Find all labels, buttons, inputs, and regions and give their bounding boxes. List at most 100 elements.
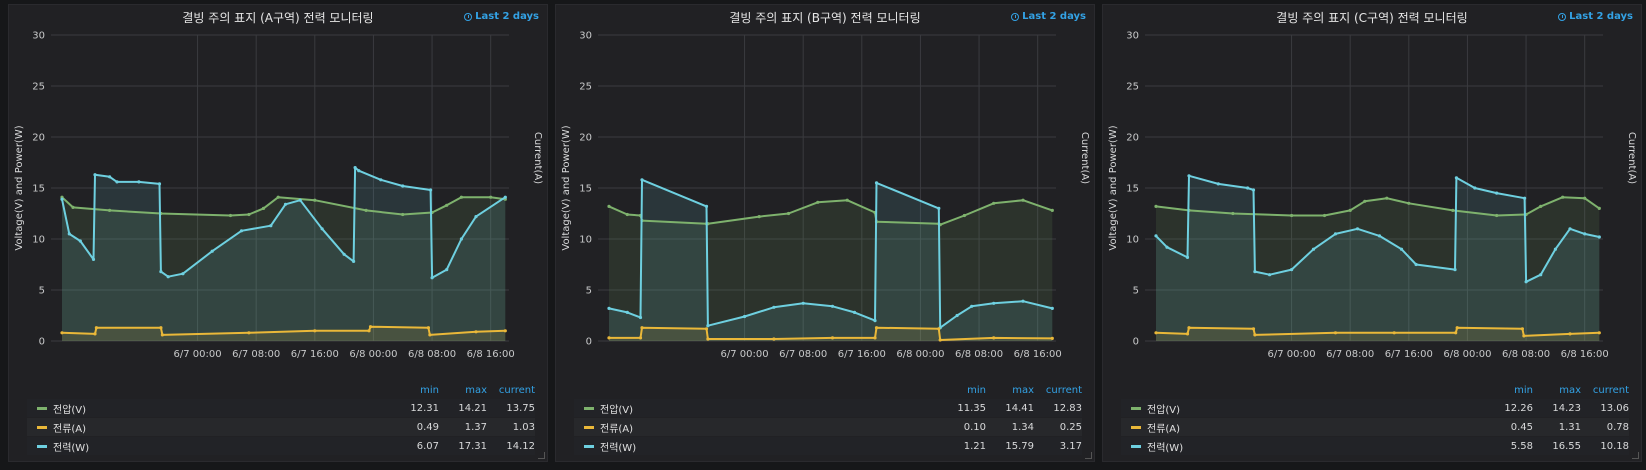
legend-current-header[interactable]: current bbox=[498, 385, 535, 396]
legend-current-header[interactable]: current bbox=[1592, 385, 1629, 396]
data-point bbox=[428, 333, 432, 337]
data-point bbox=[239, 229, 244, 233]
series-swatch[interactable] bbox=[584, 444, 594, 448]
legend-max-header[interactable]: max bbox=[465, 385, 487, 396]
chart-b: 0 5 10 15 20 25 30 6/7 00:00 6/7 08:00 6/7 16:00 6… bbox=[561, 31, 1090, 361]
data-point bbox=[1392, 331, 1396, 335]
panel-c[interactable]: 결빙 주의 표지 (C구역) 전력 모니터링 Last 2 days 0 5 10 1… bbox=[1102, 4, 1642, 462]
legend-row-power[interactable]: 전력(W) 6.07 17.31 14.12 bbox=[27, 437, 535, 455]
data-point bbox=[503, 195, 507, 199]
legend-min-header[interactable]: min bbox=[420, 385, 439, 396]
series-swatch[interactable] bbox=[584, 425, 594, 429]
y-tick-label: 5 bbox=[39, 286, 45, 297]
data-point bbox=[1407, 201, 1411, 205]
data-point bbox=[625, 212, 629, 217]
data-point bbox=[276, 195, 280, 199]
data-point bbox=[298, 198, 302, 202]
data-point bbox=[1231, 211, 1235, 216]
time-range-indicator[interactable]: Last 2 days bbox=[464, 11, 539, 22]
legend-max-header[interactable]: max bbox=[1012, 385, 1034, 396]
y-tick-label: 15 bbox=[32, 184, 45, 195]
clock-icon bbox=[464, 12, 473, 21]
series-max: 1.31 bbox=[1558, 421, 1581, 433]
data-point bbox=[228, 213, 233, 218]
series-swatch[interactable] bbox=[37, 425, 47, 429]
legend-row-voltage[interactable]: 전압(V) 12.31 14.21 13.75 bbox=[27, 399, 535, 417]
series-swatch[interactable] bbox=[1131, 444, 1141, 448]
series-name[interactable]: 전력(W) bbox=[600, 442, 637, 454]
x-tick-label: 6/7 00:00 bbox=[174, 349, 222, 360]
legend-min-header[interactable]: min bbox=[967, 385, 986, 396]
data-point bbox=[430, 276, 434, 280]
panel-title[interactable]: 결빙 주의 표지 (A구역) 전력 모니터링 bbox=[182, 11, 374, 25]
series-swatch[interactable] bbox=[1131, 406, 1141, 410]
data-point bbox=[78, 239, 82, 243]
clock-icon bbox=[1011, 12, 1020, 21]
data-point bbox=[830, 304, 835, 308]
series-name[interactable]: 전압(V) bbox=[1147, 404, 1181, 416]
series-area bbox=[62, 167, 506, 341]
panel-title[interactable]: 결빙 주의 표지 (C구역) 전력 모니터링 bbox=[1276, 11, 1468, 25]
data-point bbox=[364, 208, 368, 212]
legend-row-power[interactable]: 전력(W) 5.58 16.55 10.18 bbox=[1121, 437, 1629, 455]
data-point bbox=[93, 332, 97, 336]
resize-handle[interactable] bbox=[1085, 452, 1092, 459]
series-min: 1.21 bbox=[963, 440, 986, 452]
data-point bbox=[1568, 227, 1572, 231]
legend-header: min max current bbox=[27, 385, 535, 399]
resize-handle[interactable] bbox=[538, 452, 545, 459]
legend-row-current[interactable]: 전류(A) 0.10 1.34 0.25 bbox=[574, 418, 1082, 436]
data-point bbox=[1597, 235, 1601, 239]
data-point bbox=[962, 213, 966, 218]
y-tick-label: 10 bbox=[32, 235, 45, 246]
data-point bbox=[1290, 268, 1294, 272]
data-point bbox=[1385, 196, 1389, 200]
time-range-indicator[interactable]: Last 2 days bbox=[1011, 11, 1086, 22]
legend-current-header[interactable]: current bbox=[1045, 385, 1082, 396]
data-point bbox=[1399, 247, 1404, 251]
legend-row-current[interactable]: 전류(A) 0.45 1.31 0.78 bbox=[1121, 418, 1629, 436]
data-point bbox=[108, 208, 112, 212]
resize-handle[interactable] bbox=[1632, 452, 1639, 459]
data-point bbox=[704, 204, 709, 208]
data-point bbox=[1454, 176, 1458, 180]
series-name[interactable]: 전류(A) bbox=[1147, 423, 1181, 435]
data-point bbox=[607, 336, 611, 340]
data-point bbox=[1021, 299, 1025, 303]
legend-row-power[interactable]: 전력(W) 1.21 15.79 3.17 bbox=[574, 437, 1082, 455]
data-point bbox=[1561, 195, 1565, 199]
series-name[interactable]: 전력(W) bbox=[53, 442, 90, 454]
series-swatch[interactable] bbox=[584, 406, 594, 410]
series-name[interactable]: 전압(V) bbox=[53, 404, 87, 416]
data-point bbox=[1187, 174, 1191, 178]
series-area bbox=[1156, 327, 1600, 341]
data-point bbox=[1050, 336, 1054, 340]
series-name[interactable]: 전압(V) bbox=[600, 404, 634, 416]
series-current: 14.12 bbox=[506, 440, 535, 452]
series-name[interactable]: 전류(A) bbox=[53, 423, 87, 435]
series-swatch[interactable] bbox=[37, 406, 47, 410]
series-swatch[interactable] bbox=[37, 444, 47, 448]
data-point bbox=[640, 178, 644, 182]
panel-title[interactable]: 결빙 주의 표지 (B구역) 전력 모니터링 bbox=[729, 11, 921, 25]
data-point bbox=[1322, 213, 1327, 218]
data-point bbox=[1253, 270, 1257, 274]
legend: min max current 전압(V) 11.35 14.41 12.83 전류(… bbox=[574, 385, 1082, 456]
legend-row-voltage[interactable]: 전압(V) 11.35 14.41 12.83 bbox=[574, 399, 1082, 417]
data-point bbox=[638, 315, 643, 320]
time-range-indicator[interactable]: Last 2 days bbox=[1558, 11, 1633, 22]
data-point bbox=[1251, 188, 1256, 192]
series-name[interactable]: 전력(W) bbox=[1147, 442, 1184, 454]
legend-max-header[interactable]: max bbox=[1559, 385, 1581, 396]
y-tick-label: 30 bbox=[579, 31, 592, 42]
panel-a[interactable]: 결빙 주의 표지 (A구역) 전력 모니터링 Last 2 days 0 5 10 1… bbox=[8, 4, 548, 462]
chart-a: 0 5 10 15 20 25 30 6/7 00:00 6/7 08:00 6/7 16:00 6… bbox=[14, 31, 543, 361]
legend-row-current[interactable]: 전류(A) 0.49 1.37 1.03 bbox=[27, 418, 535, 436]
series-min: 5.58 bbox=[1510, 440, 1533, 452]
series-name[interactable]: 전류(A) bbox=[600, 423, 634, 435]
series-swatch[interactable] bbox=[1131, 425, 1141, 429]
legend-row-voltage[interactable]: 전압(V) 12.26 14.23 13.06 bbox=[1121, 399, 1629, 417]
data-point bbox=[1251, 327, 1256, 331]
panel-b[interactable]: 결빙 주의 표지 (B구역) 전력 모니터링 Last 2 days 0 5 10 1… bbox=[555, 4, 1095, 462]
legend-min-header[interactable]: min bbox=[1514, 385, 1533, 396]
